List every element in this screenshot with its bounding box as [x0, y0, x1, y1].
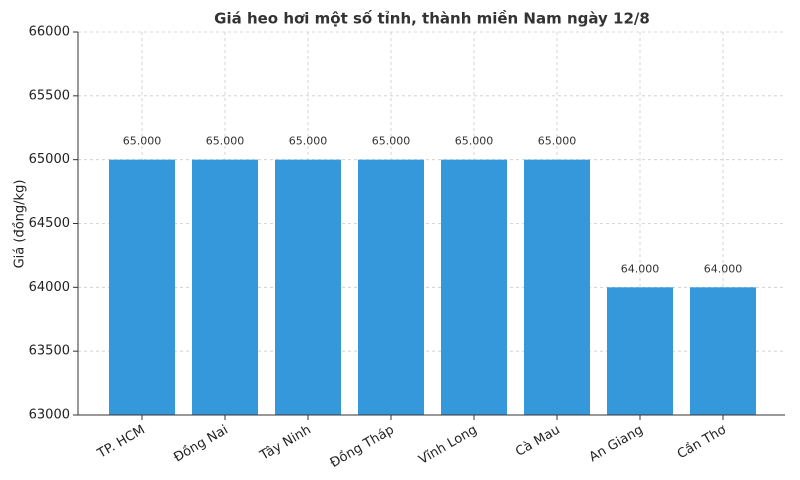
- value-label: 64.000: [621, 262, 660, 275]
- value-label: 64.000: [704, 262, 743, 275]
- bar: [690, 287, 756, 415]
- value-label: 65.000: [372, 135, 411, 148]
- bar: [192, 159, 258, 415]
- bar: [109, 159, 175, 415]
- x-tick-label: Cần Thơ: [675, 422, 729, 462]
- value-label: 65.000: [123, 135, 162, 148]
- value-label: 65.000: [206, 135, 245, 148]
- value-label: 65.000: [455, 135, 494, 148]
- x-tick-label: Cà Mau: [513, 423, 563, 460]
- x-tick-label: Đồng Tháp: [328, 423, 397, 472]
- y-tick-label: 66000: [29, 25, 70, 40]
- x-tick-label: Tây Ninh: [257, 423, 314, 465]
- bar: [358, 159, 424, 415]
- x-tick-label: Đồng Nai: [171, 423, 230, 466]
- y-tick-label: 65500: [29, 88, 70, 103]
- y-tick-label: 63000: [29, 408, 70, 423]
- y-tick-label: 64000: [29, 280, 70, 295]
- x-tick-label: Vĩnh Long: [416, 423, 479, 468]
- x-tick-label: TP. HCM: [94, 423, 147, 463]
- value-label: 65.000: [289, 135, 328, 148]
- y-tick-label: 63500: [29, 344, 70, 359]
- value-label: 65.000: [538, 135, 577, 148]
- bar: [607, 287, 673, 415]
- y-tick-label: 65000: [29, 152, 70, 167]
- x-tick-label: An Giang: [587, 423, 646, 466]
- bar: [441, 159, 507, 415]
- bar: [524, 159, 590, 415]
- y-tick-label: 64500: [29, 216, 70, 231]
- y-axis-label: Giá (đồng/kg): [13, 180, 28, 269]
- bar: [275, 159, 341, 415]
- chart-title: Giá heo hơi một số tỉnh, thành miền Nam …: [214, 9, 650, 28]
